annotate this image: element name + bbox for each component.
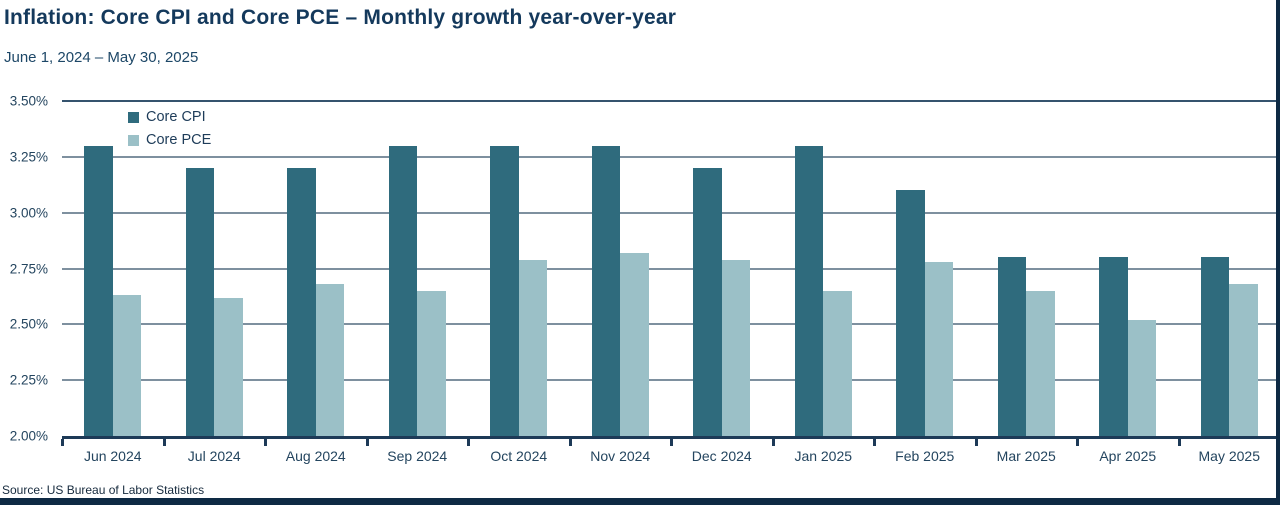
x-axis-label: Mar 2025 <box>996 448 1056 464</box>
x-axis-label: Nov 2024 <box>590 448 651 464</box>
x-axis-tick <box>568 439 572 446</box>
x-axis-tick <box>264 439 267 446</box>
bar-core-pce <box>1229 284 1258 436</box>
bar-core-cpi <box>185 168 215 436</box>
gridline <box>62 379 1280 382</box>
legend-swatch-core-cpi <box>128 111 139 123</box>
y-axis-tick-label: 3.50% <box>9 93 48 109</box>
x-axis: Jun 2024 Jul 2024 Aug 2024 Sep 2024 Oct 2024… <box>61 439 1280 471</box>
bar-group <box>671 101 773 436</box>
bar-group <box>773 101 875 436</box>
bar-group <box>1179 101 1280 436</box>
bar-group <box>976 101 1078 436</box>
bar-core-cpi <box>896 190 925 436</box>
gridline <box>62 100 1280 102</box>
bar-group <box>570 101 672 436</box>
x-axis-label: Oct 2024 <box>490 448 548 464</box>
gridline <box>62 323 1280 326</box>
bar-core-pce <box>214 297 243 436</box>
bar-group <box>164 101 266 436</box>
x-axis-tick <box>1076 439 1079 446</box>
bar-core-cpi <box>287 168 316 436</box>
bar-core-cpi <box>388 145 418 436</box>
bar-core-cpi <box>794 145 824 436</box>
x-axis-tick <box>974 439 978 446</box>
x-axis-label: Jul 2024 <box>187 448 241 464</box>
bar-core-pce <box>417 290 446 436</box>
x-axis-label: Jan 2025 <box>794 448 853 464</box>
right-frame-border <box>1276 0 1280 505</box>
bar-core-pce <box>823 290 852 436</box>
legend-item-core-cpi: Core CPI <box>128 109 211 125</box>
legend: Core CPI Core PCE <box>128 109 211 155</box>
y-axis-tick-label: 2.25% <box>9 372 48 388</box>
bar-core-pce <box>1127 319 1157 436</box>
bar-group <box>874 101 976 436</box>
bar-core-cpi <box>591 145 621 436</box>
y-axis-tick-label: 2.50% <box>9 316 48 332</box>
bar-core-pce <box>1026 290 1055 436</box>
bar-core-cpi <box>1099 257 1128 436</box>
gridline <box>62 267 1280 270</box>
gridline <box>62 155 1280 158</box>
x-axis-label: Dec 2024 <box>691 448 752 464</box>
x-axis-tick <box>771 439 775 446</box>
source-note: Source: US Bureau of Labor Statistics <box>2 483 205 497</box>
bar-core-cpi <box>1200 257 1230 436</box>
bar-groups <box>62 101 1280 436</box>
y-axis-tick-label: 3.00% <box>9 205 48 221</box>
x-axis-tick <box>61 439 64 446</box>
legend-item-core-pce: Core PCE <box>128 132 211 148</box>
x-axis-tick <box>873 439 876 446</box>
plot-area: Core CPI Core PCE <box>62 100 1280 439</box>
legend-swatch-core-pce <box>128 134 139 146</box>
bar-group <box>367 101 469 436</box>
x-axis-label: Jun 2024 <box>83 448 142 464</box>
bar-core-pce <box>518 259 548 436</box>
x-axis-label: Aug 2024 <box>285 448 346 464</box>
x-axis-tick <box>670 439 673 446</box>
bar-core-cpi <box>490 145 519 436</box>
bar-core-pce <box>315 284 345 436</box>
x-axis-tick <box>1177 439 1181 446</box>
bar-group <box>1077 101 1179 436</box>
y-axis-tick-label: 3.25% <box>9 149 48 165</box>
x-axis-label: Sep 2024 <box>387 448 448 464</box>
bar-group <box>468 101 570 436</box>
bar-core-pce <box>924 261 954 436</box>
bar-core-pce <box>721 259 751 436</box>
bottom-frame-border <box>0 498 1280 505</box>
bar-group <box>62 101 164 436</box>
y-axis: 3.50% 3.25% 3.00% 2.75% 2.50% 2.25% 2.00% <box>0 94 48 444</box>
legend-label: Core PCE <box>146 132 212 148</box>
bar-core-cpi <box>693 168 722 436</box>
x-axis-tick <box>365 439 369 446</box>
gridline <box>62 211 1280 214</box>
legend-label: Core CPI <box>146 109 206 125</box>
chart-date-range-subtitle: June 1, 2024 – May 30, 2025 <box>4 49 199 66</box>
bar-core-pce <box>112 295 142 436</box>
x-axis-label: Apr 2025 <box>1099 448 1157 464</box>
bar-core-pce <box>620 252 649 436</box>
x-axis-label: May 2025 <box>1198 448 1260 464</box>
page-title: Inflation: Core CPI and Core PCE – Month… <box>4 6 677 29</box>
bar-core-cpi <box>997 257 1027 436</box>
y-axis-tick-label: 2.00% <box>9 428 48 444</box>
x-axis-tick <box>467 439 470 446</box>
y-axis-tick-label: 2.75% <box>9 261 48 276</box>
x-axis-label: Feb 2025 <box>895 448 955 464</box>
bar-group <box>265 101 367 436</box>
bar-core-cpi <box>84 145 113 436</box>
x-axis-labels: Jun 2024 Jul 2024 Aug 2024 Sep 2024 Oct 2024… <box>62 448 1280 464</box>
x-axis-tick <box>162 439 166 446</box>
